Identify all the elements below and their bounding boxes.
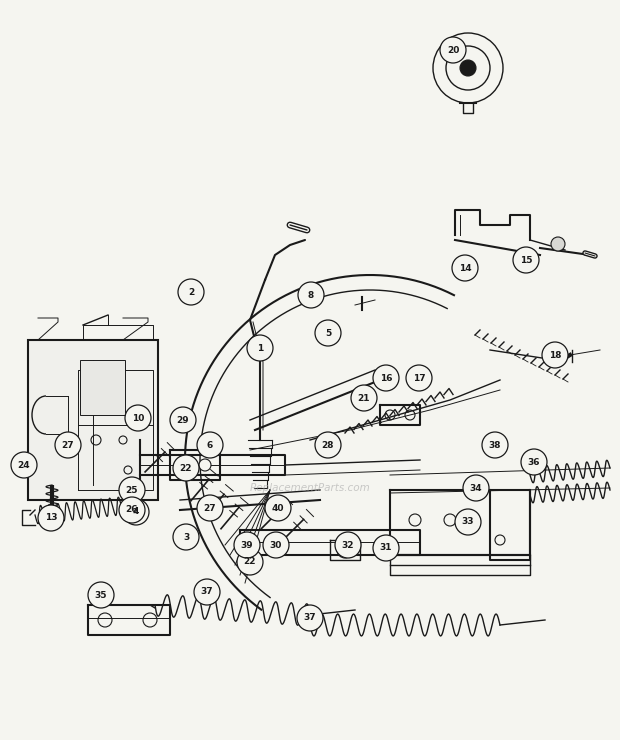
Circle shape xyxy=(247,335,273,361)
Text: 4: 4 xyxy=(133,508,139,517)
Circle shape xyxy=(197,495,223,521)
Circle shape xyxy=(542,342,568,368)
Text: 10: 10 xyxy=(132,414,144,423)
Circle shape xyxy=(173,524,199,550)
Circle shape xyxy=(315,320,341,346)
Circle shape xyxy=(463,475,489,501)
Text: 18: 18 xyxy=(549,351,561,360)
Text: 5: 5 xyxy=(325,329,331,337)
Circle shape xyxy=(123,499,149,525)
Text: 34: 34 xyxy=(470,483,482,493)
Circle shape xyxy=(38,505,64,531)
Circle shape xyxy=(297,605,323,631)
Text: 22: 22 xyxy=(244,557,256,567)
Circle shape xyxy=(173,455,199,481)
Circle shape xyxy=(88,582,114,608)
Text: 6: 6 xyxy=(207,440,213,449)
Text: 37: 37 xyxy=(304,613,316,622)
Text: 25: 25 xyxy=(126,485,138,494)
Circle shape xyxy=(197,432,223,458)
Text: 17: 17 xyxy=(413,374,425,383)
Text: 15: 15 xyxy=(520,255,532,264)
Text: 28: 28 xyxy=(322,440,334,449)
Circle shape xyxy=(551,237,565,251)
FancyBboxPatch shape xyxy=(80,360,125,415)
Circle shape xyxy=(170,407,196,433)
Text: 30: 30 xyxy=(270,540,282,550)
Circle shape xyxy=(119,477,145,503)
Text: 27: 27 xyxy=(61,440,74,449)
Text: 13: 13 xyxy=(45,514,57,522)
Text: ReplacementParts.com: ReplacementParts.com xyxy=(250,483,370,493)
Circle shape xyxy=(452,255,478,281)
Circle shape xyxy=(298,282,324,308)
Text: 27: 27 xyxy=(204,503,216,513)
Text: 20: 20 xyxy=(447,45,459,55)
Text: 8: 8 xyxy=(308,291,314,300)
Text: 16: 16 xyxy=(379,374,392,383)
Circle shape xyxy=(119,497,145,523)
Text: 26: 26 xyxy=(126,505,138,514)
Circle shape xyxy=(199,459,211,471)
Text: 14: 14 xyxy=(459,263,471,272)
Text: 22: 22 xyxy=(180,463,192,473)
Circle shape xyxy=(460,60,476,76)
Text: 29: 29 xyxy=(177,415,189,425)
Circle shape xyxy=(237,549,263,575)
Circle shape xyxy=(440,37,466,63)
Text: 31: 31 xyxy=(379,543,392,553)
Circle shape xyxy=(315,432,341,458)
Text: 37: 37 xyxy=(201,588,213,596)
Text: 3: 3 xyxy=(183,533,189,542)
Circle shape xyxy=(373,365,399,391)
Circle shape xyxy=(234,532,260,558)
Circle shape xyxy=(373,535,399,561)
Circle shape xyxy=(335,532,361,558)
Circle shape xyxy=(455,509,481,535)
Circle shape xyxy=(265,495,291,521)
Text: 33: 33 xyxy=(462,517,474,526)
Circle shape xyxy=(521,449,547,475)
Circle shape xyxy=(263,532,289,558)
Text: 21: 21 xyxy=(358,394,370,403)
Circle shape xyxy=(125,405,151,431)
Text: 40: 40 xyxy=(272,503,284,513)
Circle shape xyxy=(55,432,81,458)
Text: 1: 1 xyxy=(257,343,263,352)
Text: 2: 2 xyxy=(188,288,194,297)
Circle shape xyxy=(11,452,37,478)
Text: 32: 32 xyxy=(342,540,354,550)
Text: 35: 35 xyxy=(95,591,107,599)
Text: 38: 38 xyxy=(489,440,501,449)
Circle shape xyxy=(482,432,508,458)
Text: 36: 36 xyxy=(528,457,540,466)
Circle shape xyxy=(194,579,220,605)
Circle shape xyxy=(178,279,204,305)
Circle shape xyxy=(513,247,539,273)
Circle shape xyxy=(179,459,191,471)
Text: 39: 39 xyxy=(241,540,254,550)
Text: 24: 24 xyxy=(18,460,30,469)
Circle shape xyxy=(406,365,432,391)
FancyBboxPatch shape xyxy=(28,340,158,500)
Circle shape xyxy=(351,385,377,411)
